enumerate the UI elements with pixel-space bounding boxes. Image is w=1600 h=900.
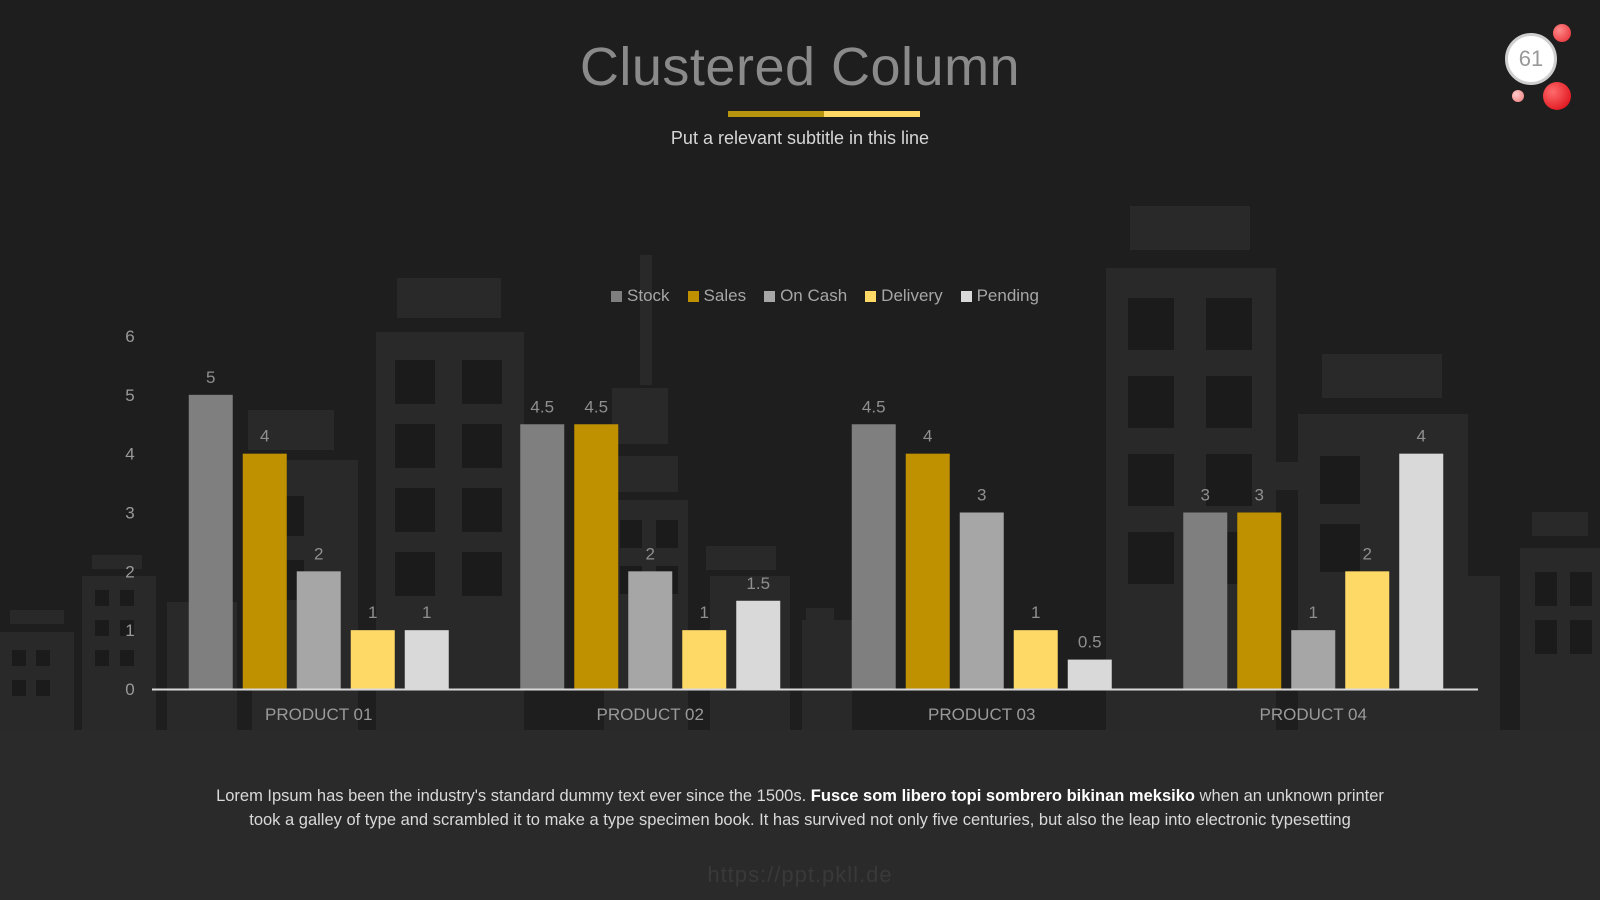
bar-sales xyxy=(1237,512,1282,689)
data-label: 4 xyxy=(923,427,932,446)
bar-stock xyxy=(520,424,565,689)
decor-dot xyxy=(1553,24,1571,42)
legend-label: Stock xyxy=(627,286,670,305)
legend-label: Pending xyxy=(976,286,1039,305)
data-label: 1 xyxy=(368,603,377,622)
legend-item: Delivery xyxy=(865,286,943,306)
legend-swatch xyxy=(687,290,699,302)
decor-dot xyxy=(1512,90,1524,102)
data-label: 3 xyxy=(977,486,986,505)
body-text-end: when an unknown printer took a galley of… xyxy=(249,787,1384,829)
watermark: https://ppt.pkll.de xyxy=(707,862,893,887)
data-label: 2 xyxy=(1363,544,1372,563)
data-label: 2 xyxy=(646,544,655,563)
data-label: 4.5 xyxy=(584,397,608,416)
bar-delivery xyxy=(1013,630,1058,689)
data-label: 3 xyxy=(1255,486,1264,505)
bar-stock xyxy=(1183,512,1228,689)
bar-sales xyxy=(574,424,619,689)
bar-delivery xyxy=(1345,571,1390,689)
x-tick-label: PRODUCT 02 xyxy=(597,705,704,724)
body-text-bold: Fusce som libero topi sombrero bikinan m… xyxy=(810,787,1195,805)
data-label: 2 xyxy=(314,544,323,563)
x-tick-label: PRODUCT 01 xyxy=(265,705,372,724)
data-label: 1 xyxy=(422,603,431,622)
y-tick-label: 1 xyxy=(125,621,134,640)
title-underline-yellow xyxy=(824,111,920,117)
legend-swatch xyxy=(764,290,776,302)
page-title: Clustered Column xyxy=(579,37,1021,97)
bar-stock xyxy=(188,394,233,689)
decor-dot xyxy=(1543,82,1571,110)
legend-swatch xyxy=(960,290,972,302)
bar-on-cash xyxy=(296,571,341,689)
legend-item: On Cash xyxy=(764,286,847,306)
bar-sales xyxy=(905,453,950,689)
bar-on-cash xyxy=(628,571,673,689)
y-tick-label: 4 xyxy=(125,445,134,464)
bar-pending xyxy=(1067,659,1112,689)
data-label: 0.5 xyxy=(1078,633,1102,652)
x-tick-label: PRODUCT 04 xyxy=(1260,705,1367,724)
data-label: 4 xyxy=(260,427,269,446)
bar-stock xyxy=(851,424,896,689)
bar-on-cash xyxy=(1291,630,1336,689)
data-label: 1 xyxy=(1031,603,1040,622)
bar-delivery xyxy=(682,630,727,689)
legend-label: On Cash xyxy=(780,286,848,305)
title-underline-gold xyxy=(728,111,824,117)
clustered-column-chart: 0 1 2 3 4 5 6 5 4 2 1 1 PRODUCT 01 4.5 4.5 2 1 1.5 PRODUCT… xyxy=(125,327,1478,724)
data-label: 1.5 xyxy=(746,574,770,593)
bar-delivery xyxy=(350,630,395,689)
bar-sales xyxy=(242,453,287,689)
body-paragraph: Lorem Ipsum has been the industry's stan… xyxy=(210,784,1390,832)
chart-legend: Stock Sales On Cash Delivery Pending xyxy=(0,286,1600,306)
bar-pending xyxy=(736,600,781,689)
data-label: 3 xyxy=(1201,486,1210,505)
bar-pending xyxy=(404,630,449,689)
y-tick-label: 0 xyxy=(125,680,134,699)
legend-label: Sales xyxy=(703,286,747,305)
legend-item: Stock xyxy=(611,286,670,306)
legend-item: Sales xyxy=(687,286,747,306)
page-number-badge: 61 xyxy=(1505,33,1557,85)
legend-item: Pending xyxy=(960,286,1039,306)
legend-label: Delivery xyxy=(881,286,943,305)
data-label: 4.5 xyxy=(530,397,554,416)
legend-swatch xyxy=(865,290,877,302)
y-tick-label: 3 xyxy=(125,504,134,523)
y-tick-label: 5 xyxy=(125,386,134,405)
x-tick-label: PRODUCT 03 xyxy=(928,705,1035,724)
page-subtitle: Put a relevant subtitle in this line xyxy=(670,128,930,148)
body-text-start: Lorem Ipsum has been the industry's stan… xyxy=(216,787,811,805)
data-label: 1 xyxy=(1309,603,1318,622)
y-tick-label: 6 xyxy=(125,327,134,346)
bar-on-cash xyxy=(959,512,1004,689)
footer-band xyxy=(0,730,1600,900)
y-tick-label: 2 xyxy=(125,562,134,581)
data-label: 5 xyxy=(206,368,215,387)
legend-swatch xyxy=(611,290,623,302)
data-label: 4 xyxy=(1417,427,1426,446)
data-label: 1 xyxy=(700,603,709,622)
data-label: 4.5 xyxy=(862,397,886,416)
bar-pending xyxy=(1399,453,1444,689)
